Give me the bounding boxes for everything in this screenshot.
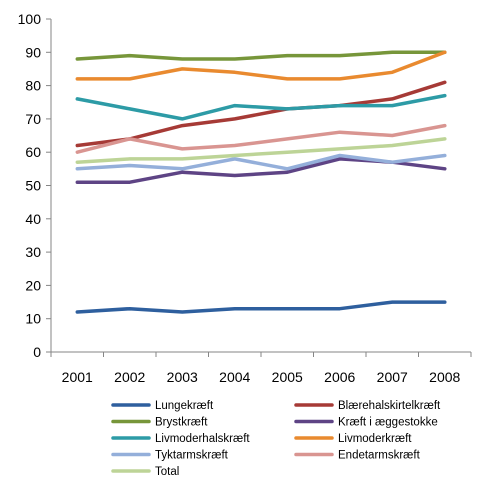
series-line-livmoderhalskraeft [75, 93, 447, 121]
y-axis: 0 10 20 30 40 50 60 70 80 90 100 [18, 11, 52, 360]
series-line-blaerehalskirtelkraeft [75, 80, 447, 148]
y-tick-label: 20 [25, 277, 41, 293]
y-tick-label: 0 [33, 344, 41, 360]
legend-label-tyktarmskraeft: Tyktarmskræft [155, 450, 229, 462]
legend-label-lungekraeft: Lungekræft [155, 400, 214, 412]
series-line-endetarmskraeft [75, 123, 447, 154]
series-line-tyktarmskraeft [75, 153, 447, 171]
x-tick-label: 2002 [114, 369, 145, 385]
y-tick-label: 60 [25, 144, 41, 160]
x-tick-label: 2005 [272, 369, 303, 385]
x-tick-label: 2004 [219, 369, 250, 385]
y-tick-label: 10 [25, 311, 41, 327]
y-tick-label: 70 [25, 111, 41, 127]
x-tick-label: 2001 [62, 369, 93, 385]
legend-label-livmoderkraeft: Livmoderkræft [338, 433, 412, 445]
x-tick-label: 2007 [377, 369, 408, 385]
x-tick-label: 2008 [429, 369, 460, 385]
y-tick-label: 40 [25, 211, 41, 227]
series-line-brystkraeft [75, 50, 447, 61]
legend-label-endetarmskraeft: Endetarmskræft [338, 450, 421, 462]
x-axis: 2001 2002 2003 2004 2005 2006 2007 2008 [50, 351, 472, 385]
legend-label-brystkraeft: Brystkræft [155, 417, 208, 429]
legend-label-kraeft-i-aeggestokke: Kræft i æggestokke [338, 417, 438, 429]
legend-label-blaerehalskirtelkraeft: Blærehalskirtelkræft [338, 400, 441, 412]
series-line-total [75, 137, 447, 164]
y-tick-label: 50 [25, 178, 41, 194]
series-line-livmoderkraeft [75, 50, 447, 81]
y-tick-label: 30 [25, 244, 41, 260]
legend-label-total: Total [155, 466, 179, 478]
series-line-lungekraeft [75, 300, 447, 314]
y-tick-label: 80 [25, 78, 41, 94]
legend: Lungekræft Blærehalskirtelkræft Brystkræft… [111, 400, 441, 478]
x-tick-label: 2006 [324, 369, 355, 385]
y-tick-label: 100 [18, 11, 42, 27]
y-tick-label: 90 [25, 44, 41, 60]
x-tick-label: 2003 [167, 369, 198, 385]
series-lines [75, 50, 447, 314]
legend-label-livmoderhalskraeft: Livmoderhalskræft [155, 433, 250, 445]
